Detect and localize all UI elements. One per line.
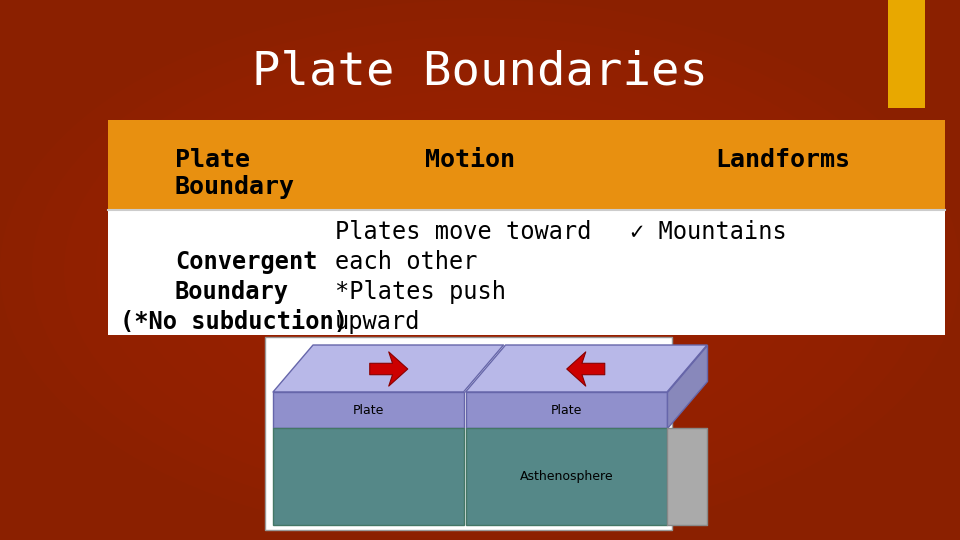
Bar (273, 392, 464, 428)
Ellipse shape (128, 72, 832, 468)
Ellipse shape (256, 144, 704, 396)
Bar (108, 120, 945, 210)
Ellipse shape (64, 36, 896, 504)
Bar (273, 428, 464, 525)
Text: Asthenosphere: Asthenosphere (519, 470, 613, 483)
Ellipse shape (320, 180, 640, 360)
Text: Landforms: Landforms (715, 148, 850, 172)
Ellipse shape (224, 126, 736, 414)
Text: Boundary: Boundary (175, 175, 295, 199)
Ellipse shape (96, 54, 864, 486)
Text: (*No subduction): (*No subduction) (120, 310, 348, 334)
Text: upward: upward (335, 310, 420, 334)
Ellipse shape (416, 234, 544, 306)
Ellipse shape (352, 198, 608, 342)
Bar (888, 0, 925, 108)
Text: Convergent: Convergent (175, 250, 318, 274)
Bar (466, 428, 667, 525)
Text: each other: each other (335, 250, 477, 274)
Ellipse shape (32, 18, 928, 522)
Text: Motion: Motion (425, 148, 515, 172)
Ellipse shape (448, 252, 512, 288)
Text: Plate Boundaries: Plate Boundaries (252, 50, 708, 94)
Text: Plate: Plate (175, 148, 250, 172)
Bar (466, 392, 667, 428)
Ellipse shape (288, 162, 672, 378)
Ellipse shape (192, 108, 768, 432)
Ellipse shape (160, 90, 800, 450)
Text: Plate: Plate (551, 403, 582, 416)
Ellipse shape (384, 216, 576, 324)
Text: Plate: Plate (352, 403, 384, 416)
Text: ✓ Mountains: ✓ Mountains (630, 220, 787, 244)
Text: Boundary: Boundary (175, 280, 289, 304)
Bar (108, 210, 945, 335)
Text: Plates move toward: Plates move toward (335, 220, 591, 244)
Text: *Plates push: *Plates push (335, 280, 506, 304)
Bar (265, 337, 672, 530)
